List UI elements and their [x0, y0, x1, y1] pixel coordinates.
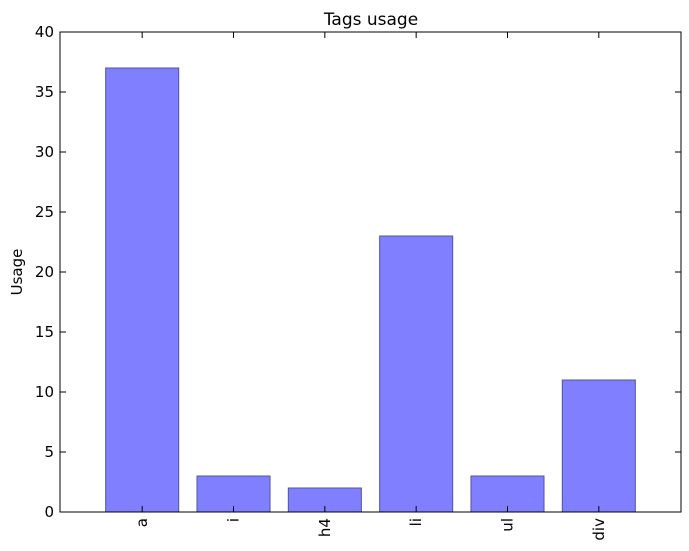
y-tick-label: 35 — [35, 83, 54, 101]
x-tick-label: div — [590, 518, 608, 541]
bar-a — [105, 67, 180, 513]
x-tick-label: ul — [498, 518, 516, 532]
bar-li — [379, 235, 454, 513]
x-tick-label: a — [133, 518, 151, 527]
y-axis-label: Usage — [8, 249, 26, 296]
bars-group — [105, 67, 636, 513]
y-tick-label: 20 — [35, 263, 54, 281]
plot-frame — [59, 31, 682, 513]
y-tick-label: 40 — [35, 23, 54, 41]
y-tick-label: 10 — [35, 383, 54, 401]
y-tick-label: 15 — [35, 323, 54, 341]
bar-ul — [470, 475, 545, 513]
y-tick-label: 0 — [44, 503, 54, 521]
chart-title: Tags usage — [323, 10, 418, 30]
bar-div — [561, 379, 636, 513]
y-tick-label: 5 — [44, 443, 54, 461]
y-tick-label: 30 — [35, 143, 54, 161]
y-ticks-group: 0 5 10 15 20 25 30 35 40 — [35, 23, 681, 521]
x-tick-label: li — [407, 518, 425, 526]
y-tick-label: 25 — [35, 203, 54, 221]
x-ticks-group: a i h4 li ul div — [133, 32, 608, 541]
x-tick-label: h4 — [316, 518, 334, 537]
x-tick-label: i — [225, 518, 243, 522]
